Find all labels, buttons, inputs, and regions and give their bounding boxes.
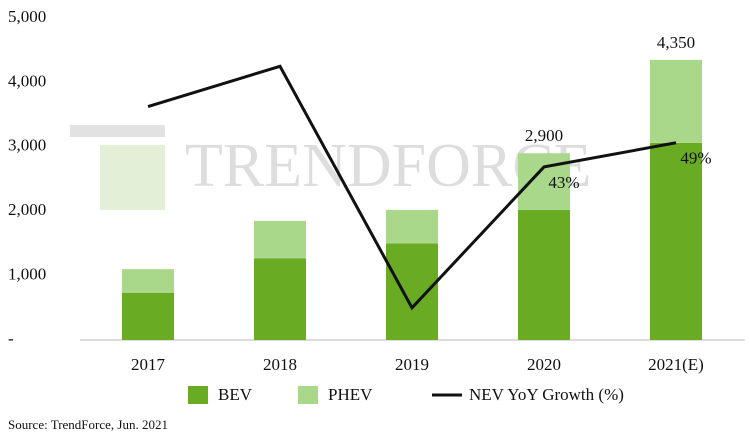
x-tick-label: 2020 [527, 355, 561, 374]
bar [650, 142, 702, 340]
y-tick-label: - [8, 329, 14, 348]
data-label: 49% [680, 149, 711, 168]
bar [254, 220, 306, 259]
x-tick-label: 2019 [395, 355, 429, 374]
bar [254, 258, 306, 340]
total-label: 4,350 [657, 33, 695, 52]
legend-label: BEV [218, 385, 253, 404]
bar [386, 243, 438, 340]
y-tick-label: 3,000 [8, 136, 46, 155]
bar [650, 59, 702, 143]
data-label: 43% [548, 173, 579, 192]
bar [386, 209, 438, 244]
legend-label: NEV YoY Growth (%) [469, 385, 624, 404]
bar [518, 209, 570, 340]
legend-swatch [298, 386, 318, 404]
bar [122, 292, 174, 340]
y-tick-label: 1,000 [8, 265, 46, 284]
y-tick-label: 4,000 [8, 71, 46, 90]
x-tick-label: 2017 [131, 355, 166, 374]
bar [122, 269, 174, 293]
y-tick-label: 5,000 [8, 7, 46, 26]
x-tick-label: 2021(E) [648, 355, 704, 374]
total-label: 2,900 [525, 126, 563, 145]
source: Source: TrendForce, Jun. 2021 [8, 417, 168, 432]
legend-label: PHEV [328, 385, 373, 404]
x-tick-label: 2018 [263, 355, 297, 374]
legend-swatch [188, 386, 208, 404]
y-tick-label: 2,000 [8, 200, 46, 219]
line [147, 64, 677, 311]
watermark-logo [70, 125, 165, 210]
